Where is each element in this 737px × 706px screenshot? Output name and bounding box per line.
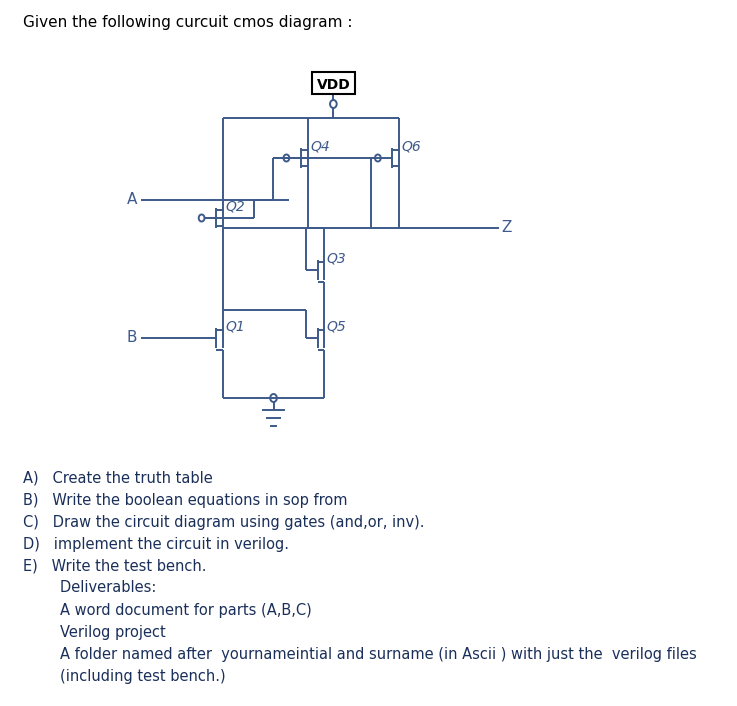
Text: A word document for parts (A,B,C): A word document for parts (A,B,C) xyxy=(24,602,312,618)
Text: (including test bench.): (including test bench.) xyxy=(24,669,226,683)
Text: Q6: Q6 xyxy=(402,139,422,153)
Bar xyxy=(312,72,355,94)
Text: VDD: VDD xyxy=(316,78,350,92)
Text: D)   implement the circuit in verilog.: D) implement the circuit in verilog. xyxy=(24,537,290,551)
Text: Z: Z xyxy=(501,220,511,236)
Text: Q1: Q1 xyxy=(226,319,245,333)
Text: A: A xyxy=(127,193,137,208)
Text: Given the following curcuit cmos diagram :: Given the following curcuit cmos diagram… xyxy=(24,15,353,30)
Text: A)   Create the truth table: A) Create the truth table xyxy=(24,470,213,486)
Text: Q5: Q5 xyxy=(326,319,346,333)
Text: E)   Write the test bench.: E) Write the test bench. xyxy=(24,558,207,573)
Text: C)   Draw the circuit diagram using gates (and,or, inv).: C) Draw the circuit diagram using gates … xyxy=(24,515,425,530)
Text: B: B xyxy=(127,330,137,345)
Text: A folder named after  yournameintial and surname (in Ascii ) with just the  veri: A folder named after yournameintial and … xyxy=(24,647,697,662)
Text: Q3: Q3 xyxy=(326,251,346,265)
Text: B)   Write the boolean equations in sop from: B) Write the boolean equations in sop fr… xyxy=(24,493,348,508)
Text: Deliverables:: Deliverables: xyxy=(24,580,157,595)
Text: Q4: Q4 xyxy=(310,139,330,153)
Text: Q2: Q2 xyxy=(226,199,245,213)
Text: Verilog project: Verilog project xyxy=(24,625,166,640)
